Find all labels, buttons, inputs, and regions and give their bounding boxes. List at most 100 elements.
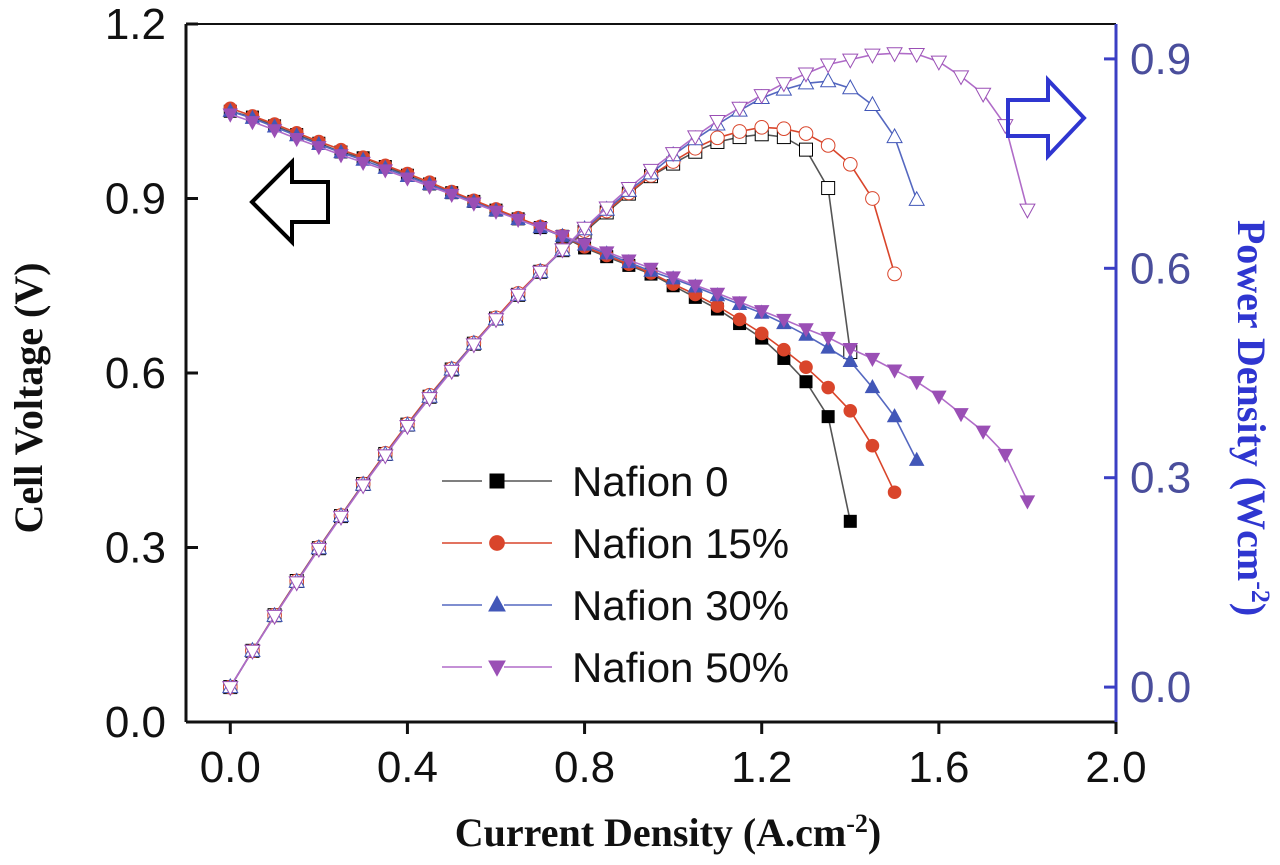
- power-point-nafion-15: [776, 121, 792, 137]
- voltage-point-nafion-50: [864, 352, 881, 367]
- voltage-point-nafion-50: [731, 296, 748, 311]
- power-point-nafion-50: [930, 55, 948, 71]
- arrow-right-icon: [1006, 74, 1087, 162]
- y-left-tick-label: 0.9: [105, 175, 166, 224]
- power-point-nafion-30: [886, 127, 903, 144]
- voltage-point-nafion-0: [821, 410, 835, 424]
- legend-item-nafion-0: Nafion 0: [442, 458, 728, 505]
- power-point-nafion-50: [886, 47, 903, 63]
- voltage-point-nafion-50: [466, 197, 482, 212]
- power-point-nafion-15: [842, 156, 858, 172]
- x-axis-title-sup: -2: [846, 809, 868, 838]
- voltage-point-nafion-50: [1019, 495, 1036, 510]
- power-point-nafion-50: [376, 449, 394, 465]
- voltage-point-nafion-50: [798, 323, 814, 338]
- power-point-nafion-30: [841, 79, 859, 95]
- ticks-layer: 0.0 0.4 0.8 1.2 1.6 2.0 0.0 0.3 0.6 0.9 1.2 0.0 0.3 0…: [105, 0, 1191, 792]
- series-layer: [221, 47, 1036, 697]
- power-point-nafion-50: [266, 609, 283, 626]
- voltage-point-nafion-50: [377, 164, 394, 179]
- voltage-point-nafion-50: [333, 149, 349, 164]
- voltage-point-nafion-50: [222, 108, 239, 123]
- power-point-nafion-50: [354, 479, 372, 495]
- power-point-nafion-50: [421, 392, 438, 408]
- series-nafion-15: [222, 101, 902, 695]
- power-point-nafion-50: [487, 313, 505, 329]
- voltage-point-nafion-15: [777, 342, 791, 357]
- y-right-tick-label: 0.3: [1130, 454, 1191, 503]
- voltage-point-nafion-50: [687, 279, 704, 294]
- power-point-nafion-50: [531, 265, 549, 281]
- power-point-nafion-50: [974, 87, 992, 103]
- y-left-tick-label: 1.2: [105, 0, 166, 49]
- power-point-nafion-30: [908, 190, 926, 206]
- x-tick-label: 0.4: [377, 743, 438, 792]
- power-point-nafion-50: [465, 338, 483, 354]
- power-point-nafion-50: [576, 221, 593, 237]
- y-right-tick-label: 0.0: [1130, 663, 1191, 712]
- voltage-point-nafion-50: [488, 205, 504, 220]
- power-point-nafion-50: [244, 644, 261, 660]
- power-point-nafion-15: [798, 126, 814, 141]
- voltage-point-nafion-50: [975, 425, 991, 440]
- power-point-nafion-30: [819, 72, 837, 88]
- x-tick-label: 1.2: [731, 743, 792, 792]
- voltage-point-nafion-50: [244, 116, 261, 131]
- power-point-nafion-15: [754, 119, 770, 135]
- voltage-point-nafion-50: [776, 313, 792, 329]
- y-left-tick-label: 0.0: [105, 698, 166, 747]
- power-point-nafion-30: [864, 95, 881, 111]
- voltage-point-nafion-50: [510, 213, 526, 228]
- y-right-tick-label: 0.6: [1130, 244, 1191, 293]
- power-point-nafion-15: [887, 266, 902, 282]
- power-point-nafion-50: [399, 420, 416, 436]
- y-axis-right-title-sup: -2: [1246, 581, 1275, 603]
- voltage-point-nafion-50: [598, 246, 615, 261]
- voltage-point-nafion-30: [908, 451, 925, 466]
- legend-marker: [489, 535, 505, 551]
- y-axis-right-title-end: ): [1229, 603, 1274, 616]
- legend-item-nafion-50: Nafion 50%: [442, 644, 789, 691]
- power-point-nafion-50: [686, 130, 704, 146]
- y-axis-right-title: Power Density (Wcm-2): [1229, 220, 1275, 616]
- voltage-point-nafion-15: [732, 312, 747, 327]
- voltage-point-nafion-50: [355, 156, 371, 171]
- voltage-point-nafion-15: [754, 326, 769, 341]
- voltage-point-nafion-50: [820, 331, 836, 347]
- legend-marker: [488, 660, 506, 677]
- power-point-nafion-50: [753, 89, 771, 105]
- power-point-nafion-50: [620, 182, 638, 198]
- voltage-point-nafion-50: [931, 390, 947, 405]
- power-point-nafion-50: [332, 510, 350, 526]
- power-point-nafion-50: [288, 576, 306, 592]
- power-point-nafion-50: [443, 364, 461, 381]
- power-point-nafion-50: [554, 243, 571, 259]
- x-tick-label: 0.8: [554, 743, 615, 792]
- series-nafion-50: [221, 47, 1036, 697]
- power-point-nafion-50: [310, 542, 328, 559]
- voltage-point-nafion-15: [843, 404, 858, 418]
- voltage-line-nafion-15: [230, 107, 896, 493]
- voltage-point-nafion-50: [886, 364, 903, 379]
- legend-label: Nafion 50%: [572, 644, 789, 691]
- power-point-nafion-50: [775, 77, 793, 93]
- power-point-nafion-0: [799, 142, 813, 157]
- power-point-nafion-50: [709, 114, 726, 131]
- power-point-nafion-15: [732, 124, 747, 139]
- voltage-point-nafion-50: [311, 141, 327, 156]
- power-point-nafion-15: [710, 130, 725, 146]
- voltage-point-nafion-15: [821, 380, 835, 395]
- power-point-nafion-50: [864, 48, 881, 64]
- power-point-nafion-50: [509, 288, 527, 304]
- x-axis-title-text: Current Density (A.cm: [455, 810, 846, 855]
- power-point-nafion-15: [820, 138, 836, 153]
- power-point-nafion-15: [865, 191, 880, 206]
- legend-marker: [488, 595, 506, 612]
- power-point-nafion-50: [908, 47, 926, 64]
- legend-item-nafion-15: Nafion 15%: [442, 520, 789, 567]
- voltage-point-nafion-50: [709, 287, 726, 302]
- legend-label: Nafion 0: [572, 458, 728, 505]
- legend-label: Nafion 30%: [572, 582, 789, 629]
- power-point-nafion-0: [821, 181, 836, 196]
- voltage-point-nafion-50: [621, 254, 637, 269]
